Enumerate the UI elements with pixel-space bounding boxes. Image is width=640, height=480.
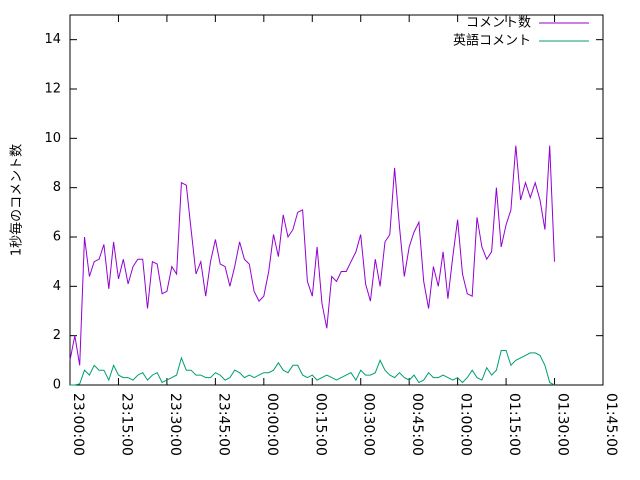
y-axis-label: 1秒毎のコメント数 [9, 144, 25, 256]
y-tick-label: 10 [44, 131, 61, 146]
x-tick-label: 00:00:00 [264, 393, 280, 456]
y-tick-label: 14 [44, 32, 61, 47]
x-tick-label: 23:45:00 [215, 393, 231, 456]
series-line [69, 145, 555, 366]
y-tick-label: 0 [53, 378, 61, 393]
plot-frame [69, 14, 604, 386]
x-tick-label: 23:15:00 [118, 393, 134, 456]
legend-label: 英語コメント [453, 33, 531, 49]
x-tick-label: 00:30:00 [361, 393, 377, 456]
y-tick-label: 12 [44, 82, 61, 97]
x-tick-label: 01:30:00 [555, 393, 571, 456]
x-tick-label: 01:00:00 [458, 393, 474, 456]
x-tick-label: 00:45:00 [409, 393, 425, 456]
y-tick-label: 6 [53, 230, 61, 245]
x-tick-label: 23:00:00 [70, 393, 86, 456]
x-tick-label: 00:15:00 [312, 393, 328, 456]
legend-label: コメント数 [466, 16, 531, 31]
y-tick-label: 8 [53, 180, 61, 195]
y-tick-label: 2 [53, 328, 61, 343]
x-tick-label: 23:30:00 [167, 393, 183, 456]
y-tick-label: 4 [53, 279, 61, 294]
x-tick-label: 01:15:00 [506, 393, 522, 456]
x-tick-label: 01:45:00 [603, 393, 619, 456]
series-line [70, 350, 555, 386]
